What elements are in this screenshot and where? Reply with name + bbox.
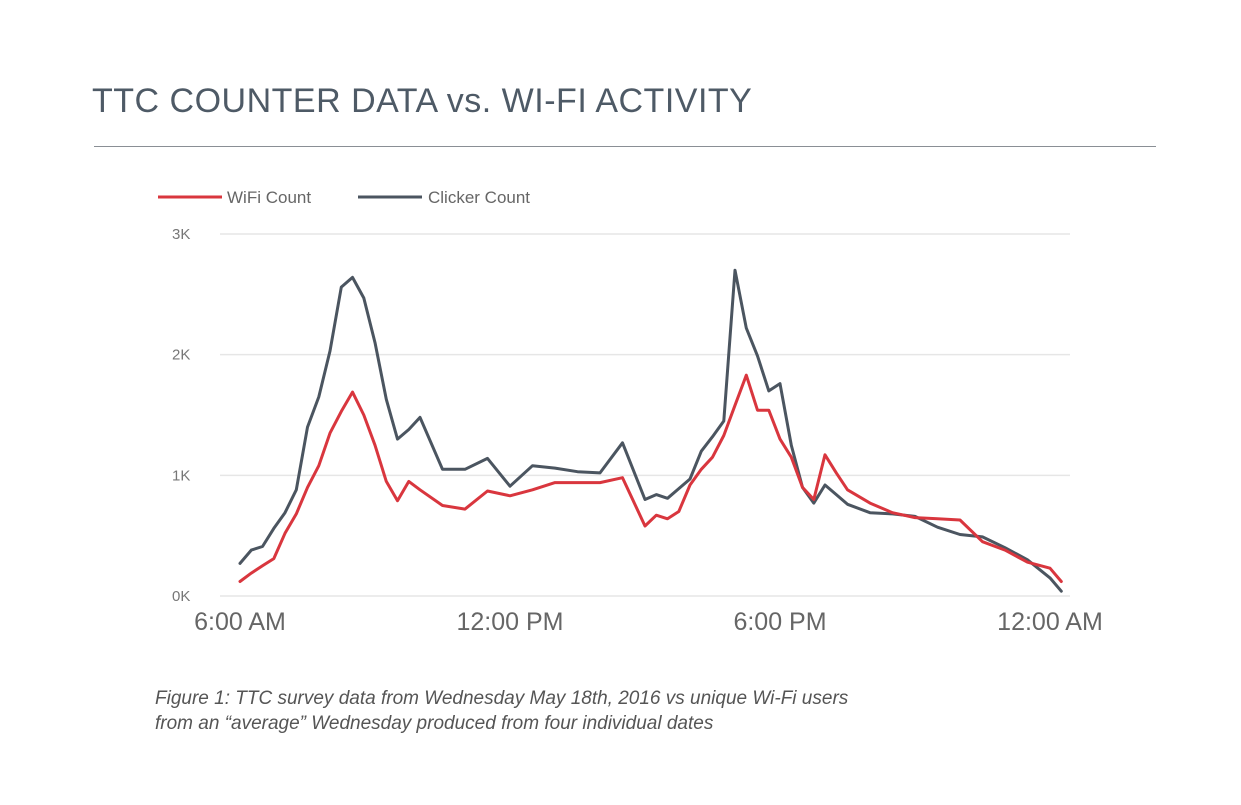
y-tick-label: 0K [172,588,190,605]
grid-lines [220,233,1070,597]
x-tick-label: 6:00 PM [733,608,826,636]
y-tick-label: 3K [172,226,190,243]
caption-line-2: from an “average” Wednesday produced fro… [155,713,714,734]
x-tick-label: 12:00 PM [456,608,563,636]
y-tick-label: 2K [172,347,190,364]
legend-label: Clicker Count [428,188,530,207]
x-tick-label: 6:00 AM [194,608,286,636]
x-tick-label: 12:00 AM [997,608,1103,636]
y-axis-ticks: 0K 1K 2K 3K [172,226,190,605]
page-title: TTC COUNTER DATA vs. WI-FI ACTIVITY [92,82,753,120]
figure-caption: Figure 1: TTC survey data from Wednesday… [155,686,1105,736]
y-tick-label: 1K [172,467,190,484]
title-divider [94,146,1156,147]
series-line-wifi-count [238,373,1063,583]
series-line-clicker-count [238,268,1063,593]
legend: WiFi Count Clicker Count [158,188,530,207]
caption-line-1: Figure 1: TTC survey data from Wednesday… [155,688,849,709]
x-axis-ticks: 6:00 AM 12:00 PM 6:00 PM 12:00 AM [194,608,1103,636]
series-lines [238,268,1063,593]
legend-label: WiFi Count [227,188,311,207]
